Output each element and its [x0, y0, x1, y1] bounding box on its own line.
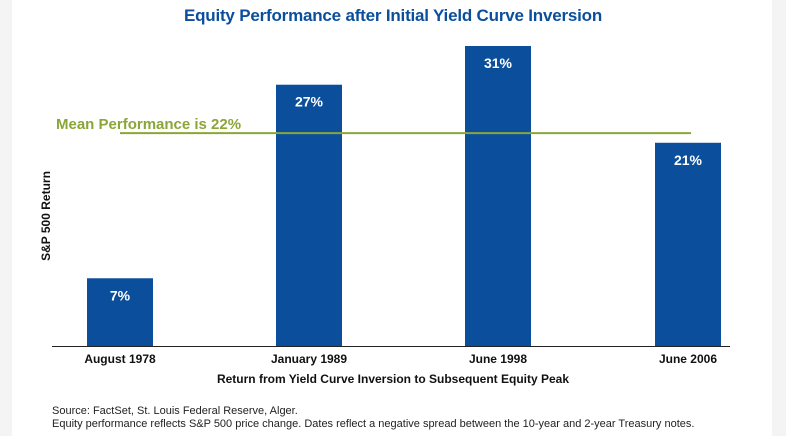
- category-label-0: August 1978: [84, 352, 156, 366]
- source-line-1: Source: FactSet, St. Louis Federal Reser…: [52, 405, 298, 417]
- chart-title: Equity Performance after Initial Yield C…: [183, 6, 603, 25]
- bar-value-label-3: 21%: [674, 152, 703, 168]
- mean-performance-label: Mean Performance is 22%: [56, 116, 242, 133]
- category-label-3: June 2006: [659, 352, 717, 366]
- category-label-1: January 1989: [271, 352, 347, 366]
- category-label-2: June 1998: [469, 352, 527, 366]
- y-axis-label: S&P 500 Return: [39, 171, 53, 261]
- bar-value-label-2: 31%: [484, 55, 513, 71]
- chart-panel: [12, 0, 772, 436]
- category-labels-group: August 1978 January 1989 June 1998 June 200…: [84, 352, 717, 366]
- bar-value-label-1: 27%: [295, 94, 324, 110]
- bars-group: [87, 46, 721, 346]
- bar-0: [87, 278, 153, 346]
- bar-labels-group: 7% 27% 31% 21%: [110, 55, 703, 303]
- bar-1: [276, 84, 342, 346]
- bar-3: [655, 142, 721, 346]
- source-line-2: Equity performance reflects S&P 500 pric…: [52, 418, 695, 430]
- source-note: Source: FactSet, St. Louis Federal Reser…: [52, 405, 694, 431]
- bar-value-label-0: 7%: [110, 287, 131, 303]
- bar-2: [465, 46, 531, 346]
- x-axis-label: Return from Yield Curve Inversion to Sub…: [216, 372, 570, 386]
